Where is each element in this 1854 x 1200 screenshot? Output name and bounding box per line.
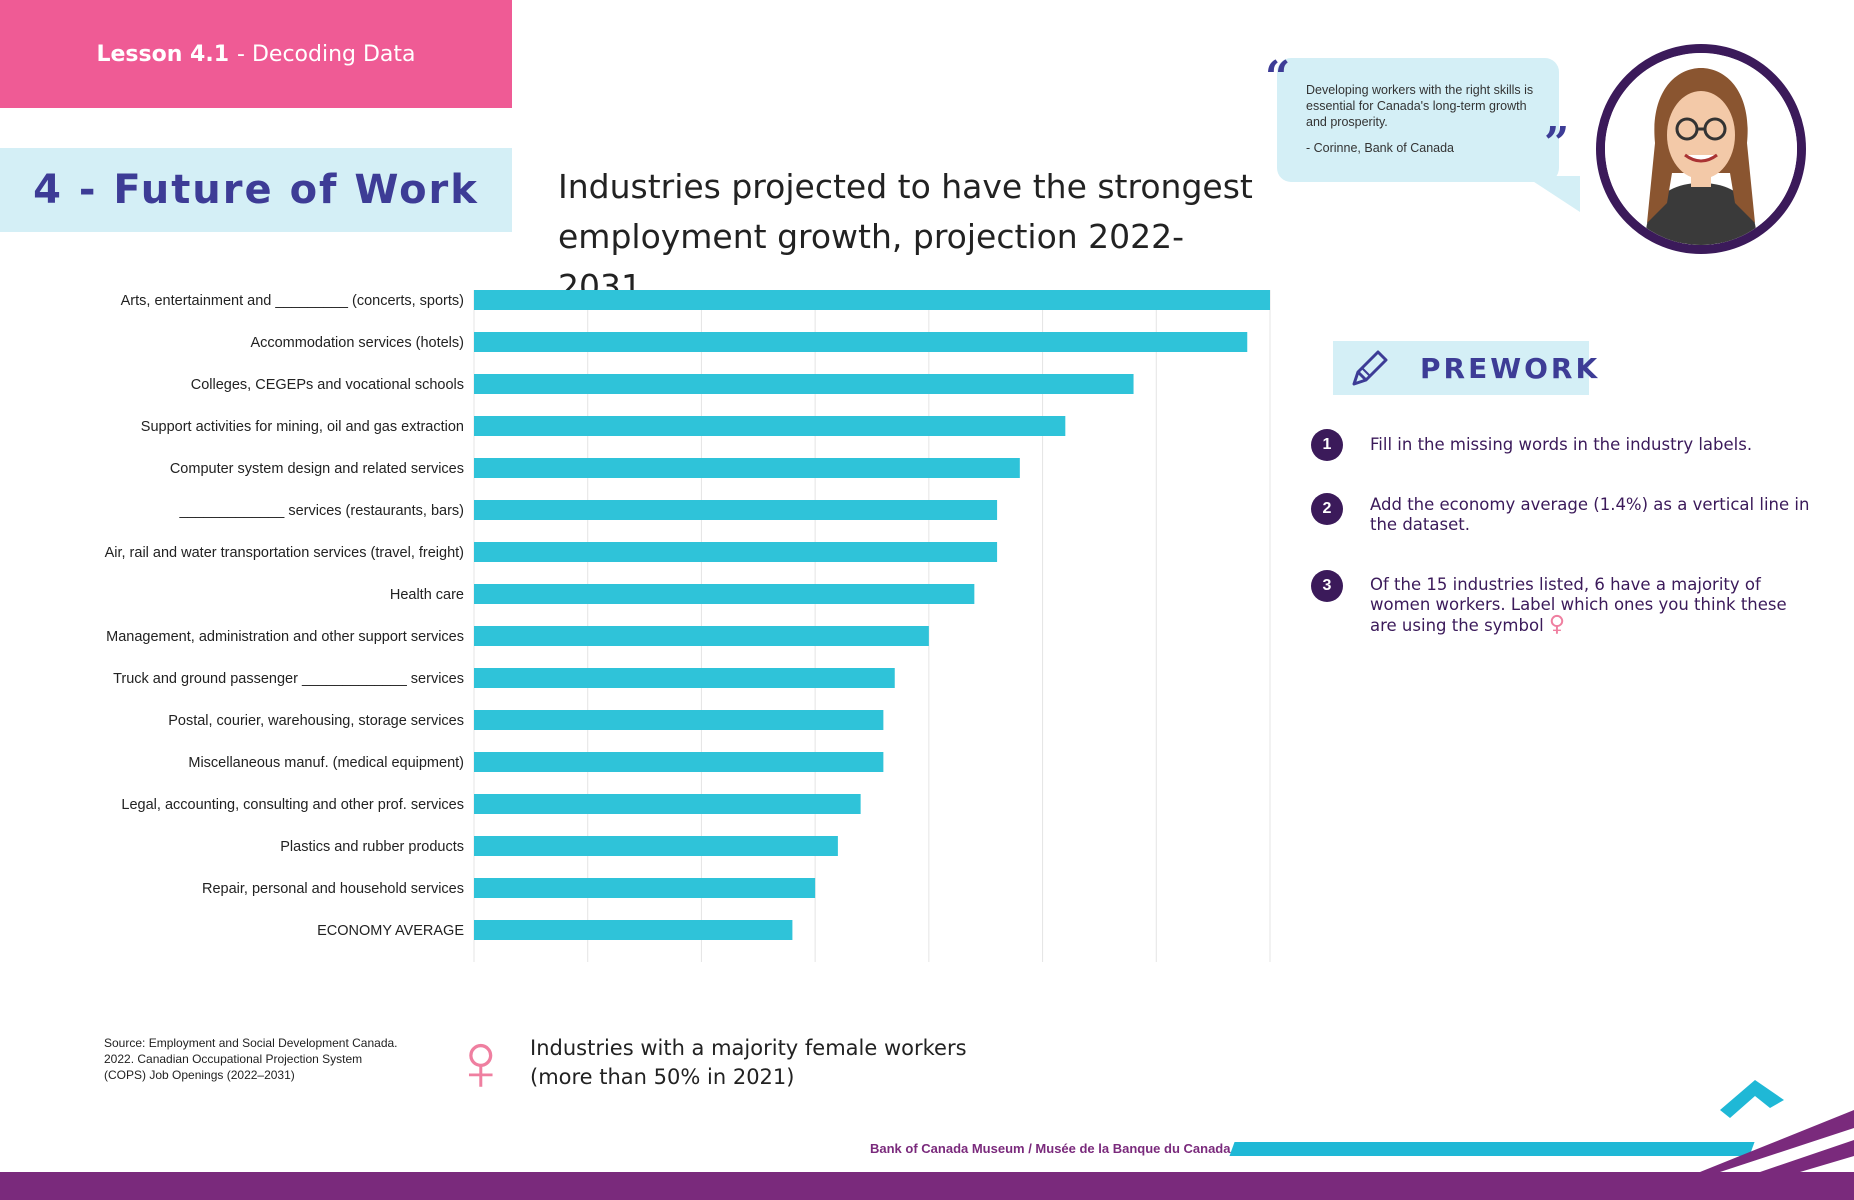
category-label: Colleges, CEGEPs and vocational schools (191, 377, 464, 393)
category-label: Computer system design and related servi… (170, 461, 464, 477)
category-label: Legal, accounting, consulting and other … (121, 797, 464, 813)
source-note: Source: Employment and Social Developmen… (104, 1036, 398, 1082)
category-label: Miscellaneous manuf. (medical equipment) (188, 755, 464, 771)
category-label: Arts, entertainment and _________ (conce… (121, 293, 464, 309)
tick-layer: 0% 0.5% 1% 1.5% 2% 2.5% 3% 3.5% (464, 968, 1285, 970)
footer-bar (0, 1172, 1854, 1200)
lesson-topic: - Decoding Data (237, 41, 416, 67)
footer-museum-name: Bank of Canada Museum / Musée de la Banq… (870, 1141, 1231, 1156)
open-quote-icon: “ (1265, 52, 1291, 103)
category-label: Repair, personal and household services (202, 881, 464, 897)
step-3-number: 3 (1311, 570, 1343, 602)
portrait-illustration-icon (1605, 53, 1797, 245)
bar (474, 584, 975, 604)
step-2-text: Add the economy average (1.4%) as a vert… (1370, 495, 1810, 534)
bar (474, 920, 793, 940)
female-symbol-legend-icon: ♀ (450, 1017, 512, 1108)
step-1-text: Fill in the missing words in the industr… (1370, 435, 1753, 454)
lesson-banner: Lesson 4.1 - Decoding Data (0, 0, 512, 108)
category-label: Postal, courier, warehousing, storage se… (168, 713, 464, 729)
quote-bubble-tail (1525, 176, 1580, 212)
step-2-number: 2 (1311, 493, 1343, 525)
category-label: Plastics and rubber products (280, 839, 464, 855)
prework-label: PREWORK (1420, 352, 1601, 385)
bar-chart: Arts, entertainment and _________ (conce… (105, 290, 1285, 970)
x-tick-label: 0.5% (572, 968, 603, 970)
category-label: Support activities for mining, oil and g… (141, 419, 464, 435)
bar (474, 500, 998, 520)
bar (474, 710, 884, 730)
x-tick-label: 2.5% (1027, 968, 1058, 970)
quote-text: Developing workers with the right skills… (1306, 83, 1534, 129)
bar (474, 668, 895, 688)
quote-author: - Corinne, Bank of Canada (1306, 141, 1455, 155)
category-label: _____________ services (restaurants, bar… (178, 503, 464, 519)
x-tick-label: 1% (692, 968, 712, 970)
bar (474, 416, 1066, 436)
close-quote-icon: ” (1544, 118, 1570, 169)
bar (474, 290, 1270, 310)
chart-title: Industries projected to have the stronge… (558, 167, 1253, 306)
section-title-box: 4 - Future of Work (0, 148, 512, 232)
category-label: Management, administration and other sup… (106, 629, 464, 645)
bar (474, 458, 1020, 478)
bar (474, 374, 1134, 394)
step-3-text: Of the 15 industries listed, 6 have a ma… (1370, 575, 1787, 635)
section-title: 4 - Future of Work (33, 167, 479, 213)
x-tick-label: 2% (919, 968, 939, 970)
bar (474, 332, 1248, 352)
label-layer: Arts, entertainment and _________ (conce… (105, 293, 465, 939)
pencil-icon (1348, 346, 1392, 395)
prework-box (1333, 341, 1589, 395)
brand-chevron-icon (1700, 1070, 1854, 1177)
category-label: ECONOMY AVERAGE (317, 923, 464, 939)
category-label: Air, rail and water transportation servi… (105, 545, 464, 561)
bar-layer (474, 290, 1270, 940)
x-tick-label: 0% (464, 968, 484, 970)
category-label: Accommodation services (hotels) (250, 335, 464, 351)
legend-text: Industries with a majority female worker… (530, 1036, 967, 1089)
lesson-number: Lesson 4.1 (96, 41, 230, 67)
female-symbol-icon: ♀ (1548, 612, 1566, 637)
category-label: Truck and ground passenger _____________… (113, 671, 464, 687)
x-tick-label: 3% (1147, 968, 1167, 970)
bar (474, 542, 998, 562)
category-label: Health care (390, 587, 464, 603)
quote-bubble (1277, 58, 1559, 182)
avatar (1596, 44, 1806, 254)
footer-accent-line (1229, 1142, 1755, 1156)
bar (474, 836, 838, 856)
step-1-number: 1 (1311, 429, 1343, 461)
bar (474, 752, 884, 772)
bar (474, 626, 929, 646)
bar (474, 878, 816, 898)
step-3-text-wrap: Of the 15 industries listed, 6 have a ma… (1370, 575, 1810, 636)
bar (474, 794, 861, 814)
x-tick-label: 1.5% (800, 968, 831, 970)
x-tick-label: 3.5% (1255, 968, 1286, 970)
